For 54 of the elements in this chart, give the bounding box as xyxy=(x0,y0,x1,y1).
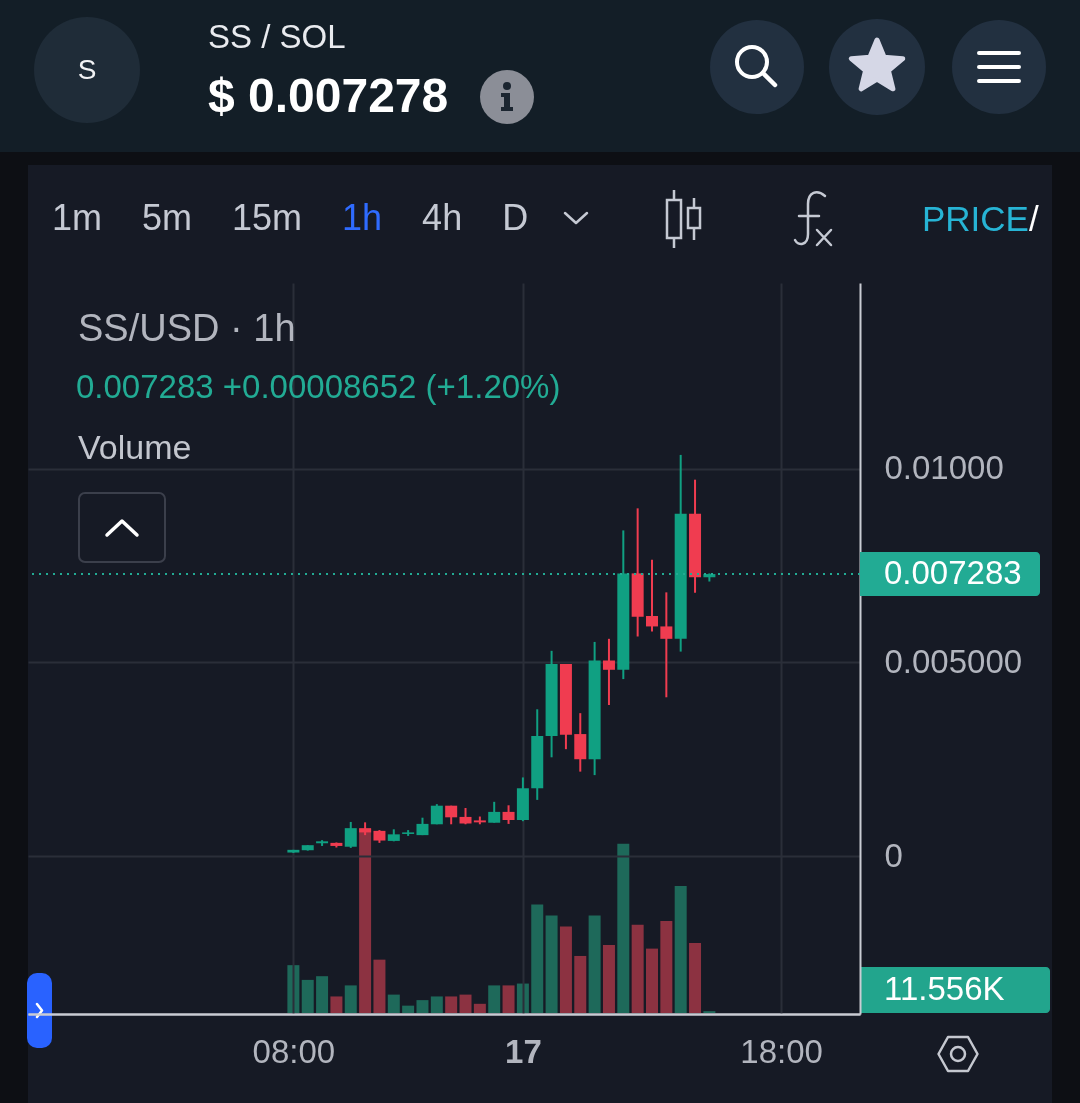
text: 4h xyxy=(422,197,463,238)
bar xyxy=(559,926,572,1013)
text: $ 0.007278 xyxy=(208,69,449,122)
bar xyxy=(488,985,501,1013)
candlestick xyxy=(660,591,673,699)
text: PRICE/ xyxy=(922,199,1039,238)
bar xyxy=(330,996,343,1013)
text: 5m xyxy=(142,197,193,238)
bar xyxy=(588,915,601,1013)
text: SS / SOL xyxy=(208,18,346,55)
y-tick-label: 0.005000 xyxy=(884,642,1023,680)
y-tick-label: 0 xyxy=(884,836,903,874)
bar xyxy=(545,915,558,1013)
text: 11.556K xyxy=(884,970,1005,1007)
bar xyxy=(531,904,544,1013)
x-tick-label: 08:00 xyxy=(252,1032,336,1070)
bar xyxy=(301,979,314,1013)
bar xyxy=(402,1005,415,1013)
bar xyxy=(473,1003,486,1013)
candlestick xyxy=(646,558,658,633)
x-tick-label: 18:00 xyxy=(740,1032,823,1070)
bar xyxy=(387,994,400,1013)
bar xyxy=(445,996,458,1013)
candlestick xyxy=(488,800,501,824)
text: SS/USD · 1h xyxy=(78,307,296,349)
text: S xyxy=(77,54,97,85)
bar xyxy=(459,994,472,1013)
bar xyxy=(646,948,658,1013)
bar xyxy=(617,843,630,1013)
ref-line-label: 0.007283 xyxy=(884,554,1022,592)
candlestick xyxy=(602,637,615,707)
text: 1m xyxy=(52,197,103,238)
x-tick-label: 17 xyxy=(505,1032,542,1070)
bar xyxy=(660,921,673,1013)
text: 0.007283 +0.00008652 (+1.20%) xyxy=(76,368,561,405)
chart-title: Volume xyxy=(78,428,192,466)
candlestick xyxy=(344,820,357,849)
text: 1h xyxy=(342,197,383,238)
text: 15m xyxy=(232,197,303,238)
y-tick-label: 0.01000 xyxy=(884,449,1004,487)
bar xyxy=(344,985,357,1013)
bar xyxy=(574,955,587,1013)
bar xyxy=(430,996,443,1013)
bar xyxy=(631,924,644,1013)
bar xyxy=(373,959,386,1013)
bar xyxy=(689,943,702,1013)
bar xyxy=(502,985,515,1013)
bar xyxy=(359,829,372,1013)
bar xyxy=(416,1000,429,1013)
bar xyxy=(674,886,687,1013)
text: D xyxy=(502,197,529,238)
bar xyxy=(602,944,615,1013)
bar xyxy=(316,976,329,1013)
candlestick xyxy=(502,804,515,825)
